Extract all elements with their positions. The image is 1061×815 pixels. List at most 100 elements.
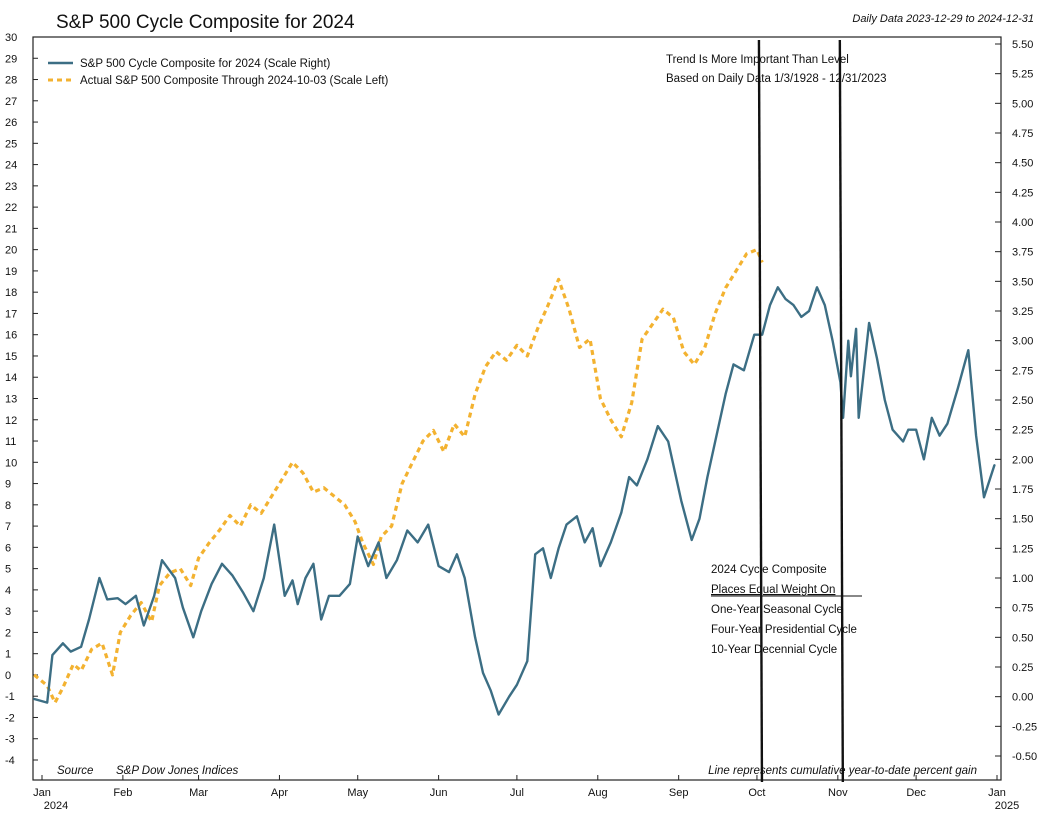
source-value: S&P Dow Jones Indices: [116, 765, 239, 777]
y-axis-left: 3029282726252423222120191817161514131211…: [5, 32, 38, 767]
y-left-tick-label: 17: [5, 308, 17, 320]
x-year-label-end: 2025: [995, 800, 1019, 812]
y-left-tick-label: 4: [5, 585, 11, 597]
y-right-tick-label: 4.75: [1012, 128, 1033, 140]
composite-note-item-2: Four-Year Presidential Cycle: [711, 624, 857, 636]
y-right-tick-label: 1.25: [1012, 543, 1033, 555]
y-left-tick-label: 25: [5, 138, 17, 150]
y-left-tick-label: 30: [5, 32, 17, 44]
x-tick-label: Dec: [906, 787, 926, 799]
y-right-tick-label: 0.00: [1012, 692, 1033, 704]
y-axis-right: 5.50 5.25 5.00 4.75 4.50 4.25 4.00 3.75 3.50 3.25…: [995, 39, 1037, 763]
y-left-tick-label: 3: [5, 606, 11, 618]
legend-label-actual: Actual S&P 500 Composite Through 2024-10…: [80, 75, 389, 87]
y-right-tick-label: 2.50: [1012, 395, 1033, 407]
x-axis: Jan Feb Mar Apr May Jun Jul Aug Sep Oct Nov Dec Jan2…: [33, 775, 1019, 812]
x-tick-label: Jun: [430, 787, 448, 799]
y-left-tick-label: 16: [5, 330, 17, 342]
series-line-actual-composite: [33, 248, 764, 705]
y-left-tick-label: 13: [5, 394, 17, 406]
chart-date-range: Daily Data 2023-12-29 to 2024-12-31: [852, 13, 1034, 25]
y-left-tick-label: 1: [5, 649, 11, 661]
x-tick-label: Sep: [669, 787, 689, 799]
y-left-tick-label: -2: [5, 712, 15, 724]
series-line-cycle-composite: [33, 286, 996, 716]
composite-note: 2024 Cycle Composite Places Equal Weight…: [711, 564, 862, 656]
y-right-tick-label: 4.50: [1012, 158, 1033, 170]
y-right-tick-label: -0.25: [1012, 721, 1037, 733]
y-left-tick-label: 23: [5, 181, 17, 193]
footnote: Line represents cumulative year-to-date …: [708, 765, 977, 777]
composite-note-item-3: 10-Year Decennial Cycle: [711, 644, 837, 656]
y-left-tick-label: 15: [5, 351, 17, 363]
y-left-tick-label: 18: [5, 287, 17, 299]
x-tick-label: Feb: [113, 787, 132, 799]
y-left-tick-label: 12: [5, 415, 17, 427]
y-right-tick-label: 3.50: [1012, 276, 1033, 288]
x-tick-label: Oct: [748, 787, 765, 799]
x-tick-label: May: [347, 787, 368, 799]
y-left-tick-label: 28: [5, 75, 17, 87]
y-right-tick-label: 3.00: [1012, 336, 1033, 348]
y-right-tick-label: 0.25: [1012, 662, 1033, 674]
y-left-tick-label: 22: [5, 202, 17, 214]
composite-note-title: 2024 Cycle Composite: [711, 564, 827, 576]
y-right-tick-label: 1.50: [1012, 514, 1033, 526]
source-label: Source: [57, 765, 93, 777]
chart-title: S&P 500 Cycle Composite for 2024: [56, 12, 355, 33]
y-left-tick-label: 14: [5, 372, 17, 384]
composite-note-subtitle: Places Equal Weight On: [711, 584, 835, 596]
y-right-tick-label: 0.75: [1012, 603, 1033, 615]
x-tick-label: Nov: [828, 787, 848, 799]
y-right-tick-label: -0.50: [1012, 751, 1037, 763]
x-tick-label: Jul: [510, 787, 524, 799]
y-left-tick-label: 10: [5, 457, 17, 469]
y-left-tick-label: 19: [5, 266, 17, 278]
y-left-tick-label: 26: [5, 117, 17, 129]
vertical-marker-line: [757, 39, 764, 783]
y-left-tick-label: 5: [5, 564, 11, 576]
x-tick-label: Apr: [271, 787, 288, 799]
vertical-marker-line: [838, 39, 845, 783]
y-right-tick-label: 1.75: [1012, 484, 1033, 496]
y-left-tick-label: 21: [5, 223, 17, 235]
x-tick-label: Jan: [33, 787, 51, 799]
y-left-tick-label: 8: [5, 500, 11, 512]
legend-label-composite: S&P 500 Cycle Composite for 2024 (Scale …: [80, 58, 331, 70]
y-left-tick-label: 11: [5, 436, 16, 448]
y-left-tick-label: 27: [5, 96, 17, 108]
y-right-tick-label: 0.50: [1012, 632, 1033, 644]
top-note: Trend Is More Important Than Level Based…: [666, 54, 887, 85]
y-right-tick-label: 2.00: [1012, 454, 1033, 466]
composite-note-item-1: One-Year Seasonal Cycle: [711, 604, 843, 616]
y-right-tick-label: 5.50: [1012, 39, 1033, 51]
y-left-tick-label: -1: [5, 691, 15, 703]
x-tick-label: Mar: [189, 787, 208, 799]
x-tick-label: Jan: [988, 787, 1006, 799]
y-right-tick-label: 4.25: [1012, 187, 1033, 199]
y-right-tick-label: 1.00: [1012, 573, 1033, 585]
y-right-tick-label: 3.75: [1012, 247, 1033, 259]
x-tick-label: Aug: [588, 787, 608, 799]
y-left-tick-label: -3: [5, 734, 15, 746]
y-left-tick-label: 24: [5, 160, 17, 172]
y-left-tick-label: 0: [5, 670, 11, 682]
vertical-markers: [757, 39, 845, 783]
series-layer: [33, 248, 996, 716]
y-left-tick-label: -4: [5, 755, 15, 767]
y-right-tick-label: 4.00: [1012, 217, 1033, 229]
y-right-tick-label: 3.25: [1012, 306, 1033, 318]
y-right-tick-label: 2.25: [1012, 425, 1033, 437]
y-left-tick-label: 29: [5, 53, 17, 65]
x-year-label-start: 2024: [44, 800, 68, 812]
y-left-tick-label: 2: [5, 627, 11, 639]
y-left-tick-label: 7: [5, 521, 11, 533]
legend: S&P 500 Cycle Composite for 2024 (Scale …: [48, 58, 389, 87]
top-note-line-1: Trend Is More Important Than Level: [666, 54, 849, 66]
y-left-tick-label: 6: [5, 542, 11, 554]
y-right-tick-label: 2.75: [1012, 365, 1033, 377]
y-right-tick-label: 5.25: [1012, 69, 1033, 81]
y-left-tick-label: 20: [5, 245, 17, 257]
